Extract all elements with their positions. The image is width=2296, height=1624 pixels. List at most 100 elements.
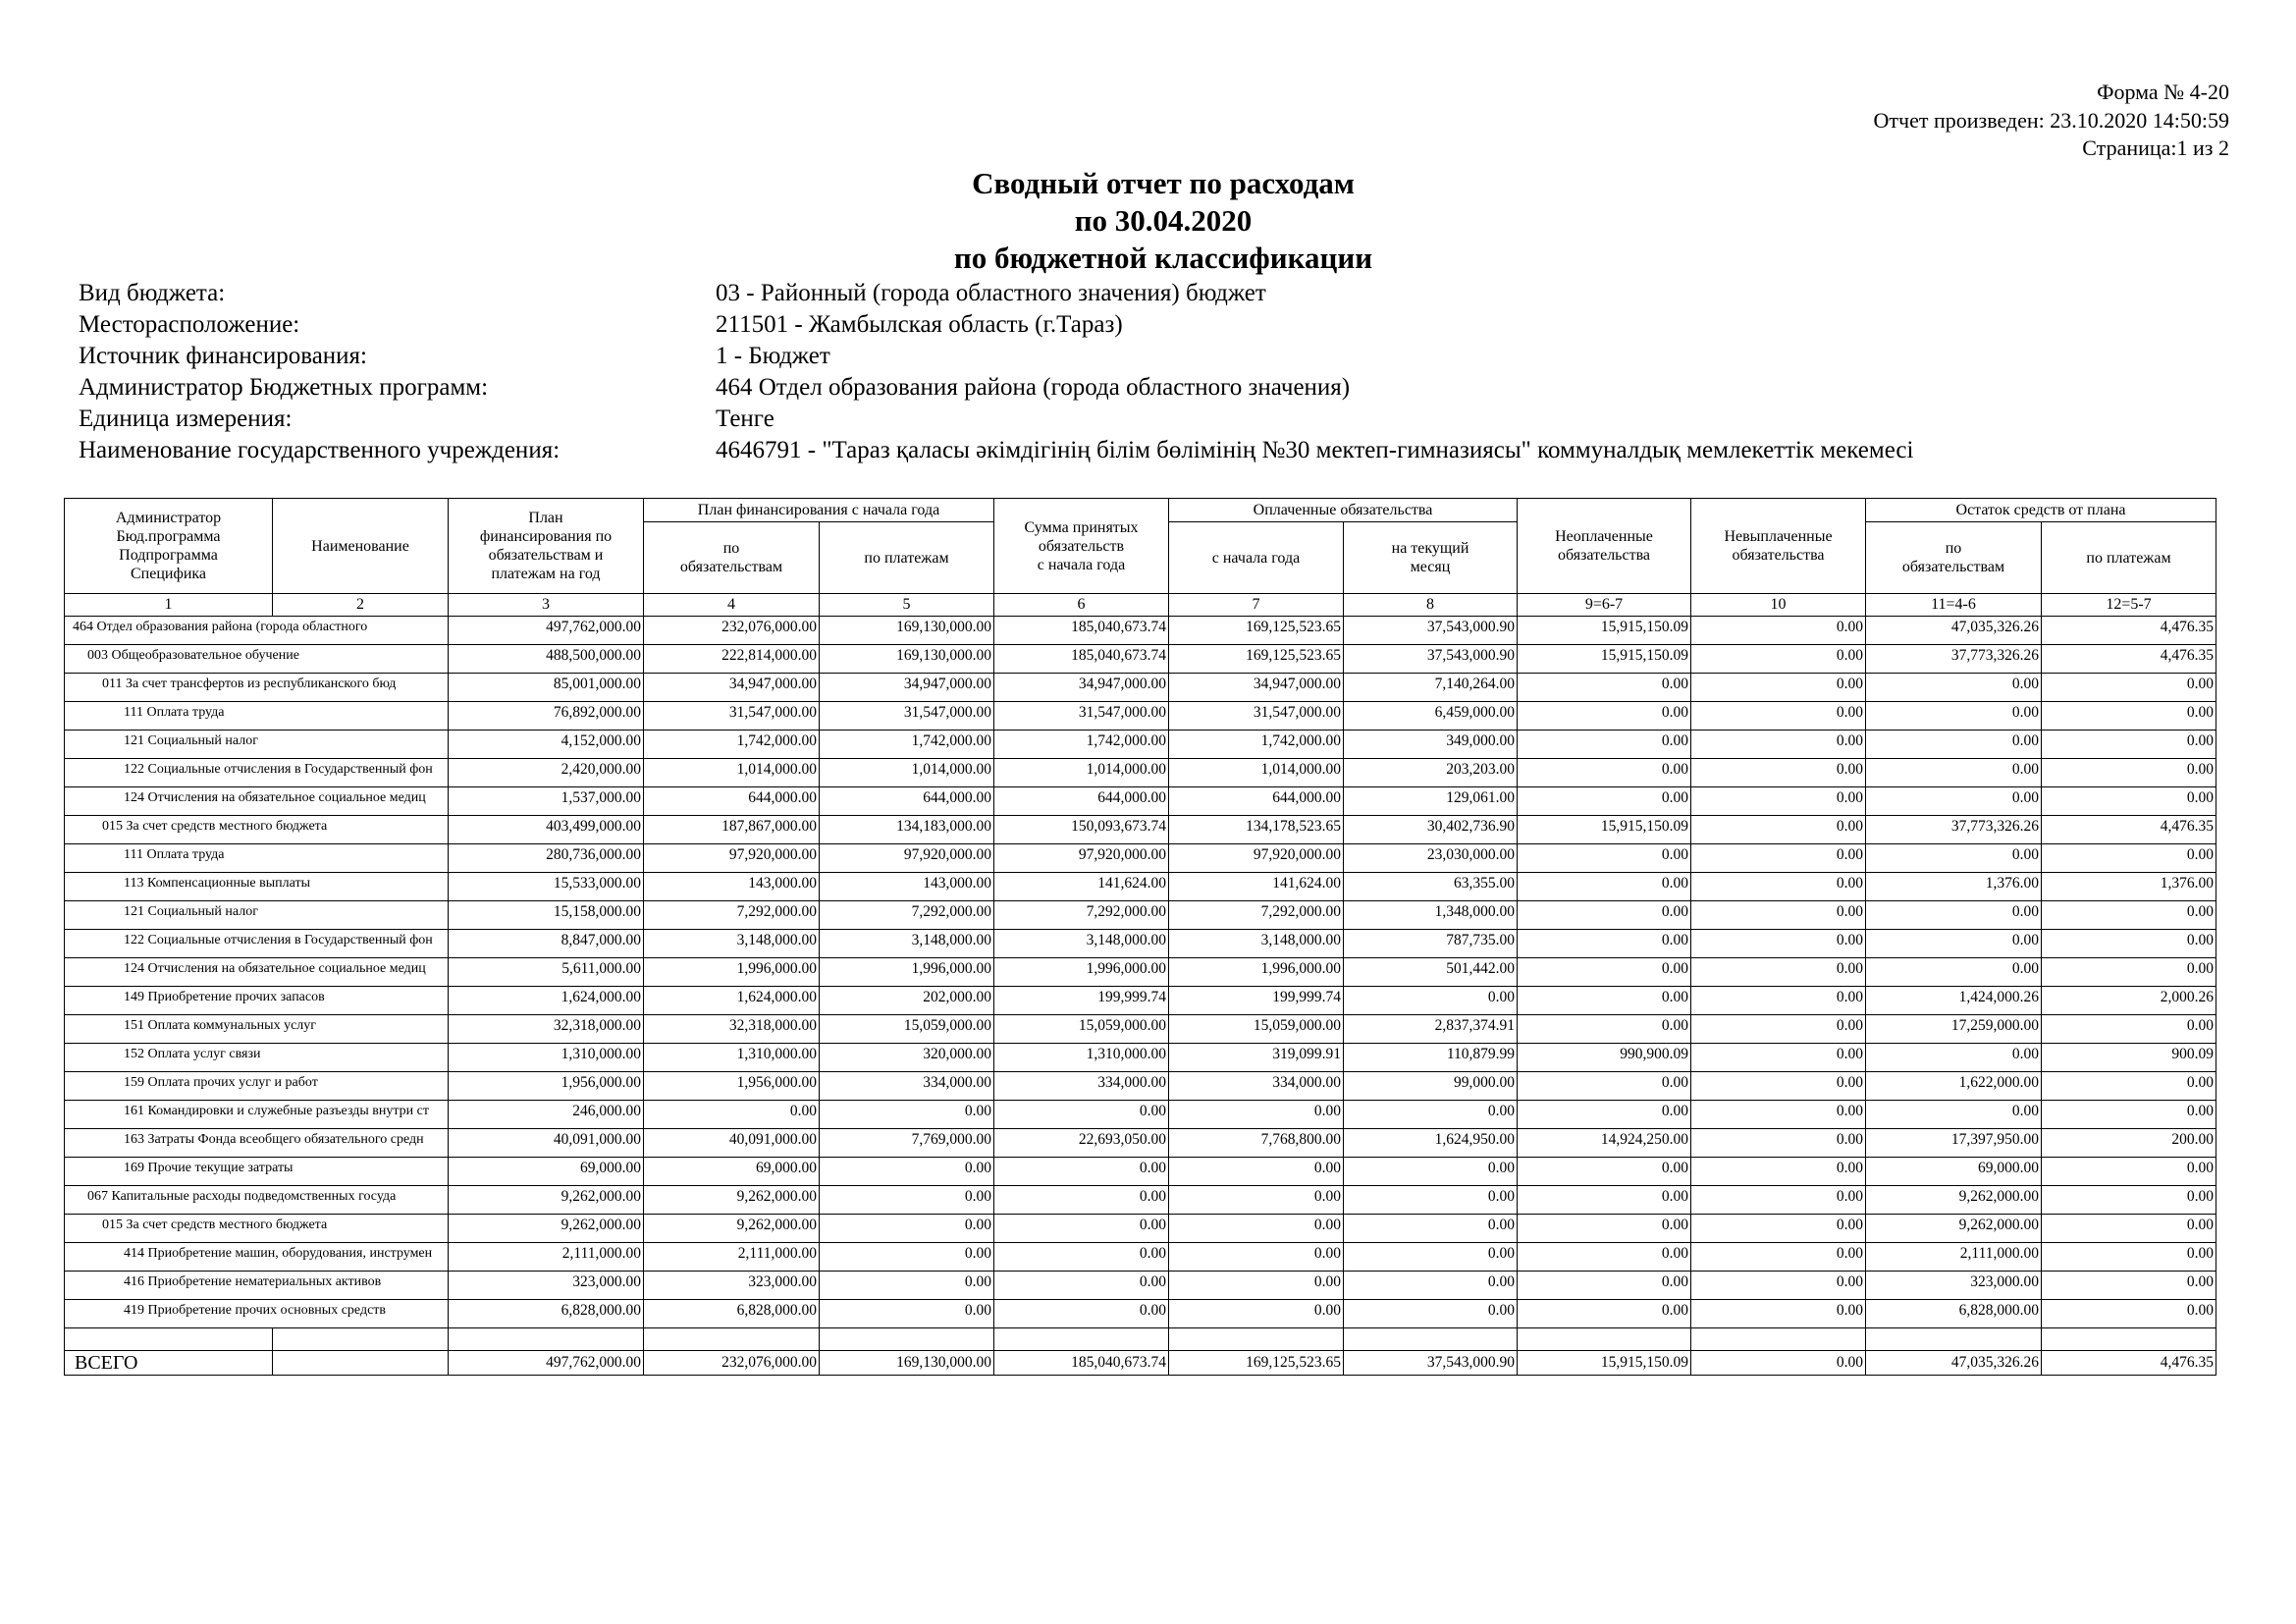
amount: 0.00	[993, 1100, 1169, 1129]
amount: 0.00	[993, 1299, 1169, 1328]
row-name-text: 011 За счет трансфертов из республиканск…	[102, 677, 397, 691]
row-name: 169 Прочие текущие затраты	[64, 1157, 449, 1186]
amount: 15,533,000.00	[448, 872, 644, 901]
row-name: 003 Общеобразовательное обучение	[64, 644, 449, 674]
info-value: Тенге	[716, 406, 774, 432]
amount: 22,693,050.00	[993, 1128, 1169, 1158]
row-name-text: 122 Социальные отчисления в Государствен…	[124, 933, 433, 947]
column-number: 11=4-6	[1865, 593, 2042, 617]
row-name: 419 Приобретение прочих основных средств	[64, 1299, 449, 1328]
data-row: 124 Отчисления на обязательное социально…	[64, 957, 2216, 987]
amount: 1,624,950.00	[1343, 1128, 1518, 1158]
row-name: 151 Оплата коммунальных услуг	[64, 1014, 449, 1044]
amount: 7,769,000.00	[819, 1128, 994, 1158]
amount: 15,059,000.00	[993, 1014, 1169, 1044]
column-number: 1	[64, 593, 273, 617]
row-name-text: 414 Приобретение машин, оборудования, ин…	[124, 1246, 433, 1261]
report-meta: Форма № 4-20 Отчет произведен: 23.10.202…	[1874, 79, 2229, 163]
amount: 3,148,000.00	[993, 929, 1169, 958]
empty-cell	[1343, 1327, 1518, 1351]
info-value: 4646791 - "Тараз қаласы әкімдігінің білі…	[716, 437, 1914, 463]
amount: 0.00	[1168, 1299, 1344, 1328]
amount: 644,000.00	[1168, 786, 1344, 816]
amount: 0.00	[1517, 1271, 1691, 1300]
data-row: 113 Компенсационные выплаты 15,533,000.00…	[64, 872, 2216, 901]
row-name: 414 Приобретение машин, оборудования, ин…	[64, 1242, 449, 1272]
amount: 85,001,000.00	[448, 673, 644, 702]
column-number: 6	[993, 593, 1169, 617]
data-row: 111 Оплата труда 280,736,000.00 97,920,000…	[64, 843, 2216, 873]
amount: 0.00	[1517, 730, 1691, 759]
amount: 37,773,326.26	[1865, 644, 2042, 674]
row-name: 163 Затраты Фонда всеобщего обязательног…	[64, 1128, 449, 1158]
row-name-text: 149 Приобретение прочих запасов	[124, 990, 325, 1004]
amount: 0.00	[2041, 843, 2216, 873]
amount: 0.00	[1343, 1214, 1518, 1243]
header-line: платежам на год	[491, 566, 601, 582]
amount: 644,000.00	[643, 786, 820, 816]
amount: 497,762,000.00	[448, 616, 644, 645]
header-line: на текущий	[1391, 540, 1469, 557]
amount: 0.00	[1865, 1100, 2042, 1129]
info-row: Месторасположение: 211501 - Жамбылская об…	[79, 309, 1123, 341]
row-name-text: 067 Капитальные расходы подведомственных…	[87, 1189, 397, 1204]
row-name: 121 Социальный налог	[64, 730, 449, 759]
amount: 644,000.00	[819, 786, 994, 816]
info-label: Единица измерения:	[79, 406, 293, 432]
amount: 97,920,000.00	[993, 843, 1169, 873]
amount: 69,000.00	[643, 1157, 820, 1186]
amount: 1,014,000.00	[993, 758, 1169, 787]
amount: 0.00	[1865, 758, 2042, 787]
data-row: 151 Оплата коммунальных услуг 32,318,000.…	[64, 1014, 2216, 1044]
amount: 1,014,000.00	[819, 758, 994, 787]
row-name-text: 169 Прочие текущие затраты	[124, 1161, 294, 1175]
amount: 199,999.74	[993, 986, 1169, 1015]
amount: 0.00	[819, 1299, 994, 1328]
amount: 7,292,000.00	[819, 900, 994, 930]
amount: 0.00	[993, 1271, 1169, 1300]
data-row: 015 За счет средств местного бюджета 403,…	[64, 815, 2216, 844]
data-row: 163 Затраты Фонда всеобщего обязательног…	[64, 1128, 2216, 1158]
amount: 0.00	[2041, 1071, 2216, 1101]
total-amount: 232,076,000.00	[643, 1350, 820, 1376]
amount: 169,130,000.00	[819, 616, 994, 645]
header-line: обязательствам и	[488, 547, 604, 564]
group-header: Остаток средств от плана	[1865, 498, 2216, 522]
data-row: 122 Социальные отчисления в Государствен…	[64, 929, 2216, 958]
amount: 0.00	[2041, 929, 2216, 958]
total-amount: 15,915,150.09	[1517, 1350, 1691, 1376]
column-number: 8	[1343, 593, 1518, 617]
amount: 0.00	[1517, 1214, 1691, 1243]
total-amount: 4,476.35	[2041, 1350, 2216, 1376]
amount: 0.00	[1865, 929, 2042, 958]
row-name-text: 122 Социальные отчисления в Государствен…	[124, 762, 433, 777]
amount: 169,125,523.65	[1168, 644, 1344, 674]
amount: 0.00	[1690, 900, 1866, 930]
info-value: 464 Отдел образования района (города обл…	[716, 374, 1351, 401]
row-name: 067 Капитальные расходы подведомственных…	[64, 1185, 449, 1215]
amount: 3,148,000.00	[819, 929, 994, 958]
row-name-text: 161 Командировки и служебные разъезды вн…	[124, 1104, 429, 1118]
amount: 187,867,000.00	[643, 815, 820, 844]
amount: 34,947,000.00	[643, 673, 820, 702]
amount: 0.00	[1690, 758, 1866, 787]
amount: 185,040,673.74	[993, 644, 1169, 674]
column-number: 4	[643, 593, 820, 617]
amount: 0.00	[1690, 1299, 1866, 1328]
empty-cell	[643, 1327, 820, 1351]
row-name-text: 124 Отчисления на обязательное социально…	[124, 790, 426, 805]
header-line: Сумма принятых	[1024, 518, 1139, 536]
amount: 0.00	[2041, 673, 2216, 702]
sub-header: с начала года	[1168, 521, 1344, 594]
row-name: 015 За счет средств местного бюджета	[64, 1214, 449, 1243]
amount: 31,547,000.00	[993, 701, 1169, 731]
header-line: План	[528, 510, 563, 526]
amount: 0.00	[1517, 957, 1691, 987]
amount: 9,262,000.00	[643, 1185, 820, 1215]
amount: 97,920,000.00	[1168, 843, 1344, 873]
total-amount: 497,762,000.00	[448, 1350, 644, 1376]
row-name-text: 152 Оплата услуг связи	[124, 1047, 261, 1061]
column-header: Невыплаченные обязательства	[1690, 498, 1866, 594]
amount: 0.00	[1343, 1157, 1518, 1186]
sub-header: на текущий месяц	[1343, 521, 1518, 594]
